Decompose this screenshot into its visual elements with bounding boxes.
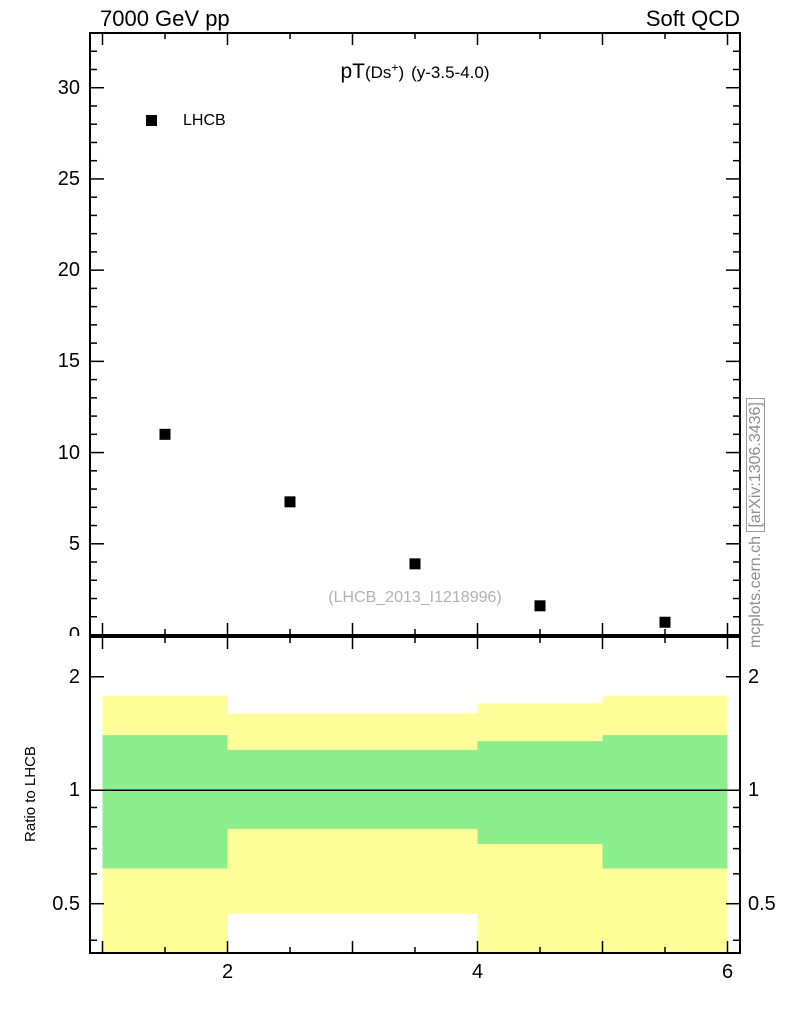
- data-point-marker: [409, 558, 421, 570]
- tick-label: 0: [68, 624, 80, 637]
- tick-label: 30: [57, 76, 80, 99]
- band-inner: [602, 735, 728, 869]
- tick-label: 4: [471, 961, 484, 983]
- data-point-marker: [659, 616, 671, 628]
- process-group-label: Soft QCD: [645, 6, 740, 31]
- tick-label: 5: [68, 532, 80, 555]
- tick-label: 2: [68, 665, 80, 688]
- particle-label-open: (Ds: [364, 63, 392, 82]
- provenance-site-text: mcplots.cern.ch: [747, 531, 764, 648]
- tick-label: 0.5: [52, 892, 80, 915]
- legend-square-marker-icon: [146, 115, 157, 126]
- provenance-arxiv-ref: [arXiv:1306.3436]: [746, 398, 765, 532]
- tick-label: 1: [68, 779, 80, 802]
- main-y-axis-labels: 0 5 10 15 20 25 30: [0, 0, 88, 636]
- ratio-y-axis-title: Ratio to LHCB: [22, 746, 39, 842]
- band-inner: [477, 741, 603, 845]
- particle-label-close: ): [398, 63, 405, 82]
- selection-label: (y-3.5-4.0): [411, 63, 490, 82]
- tick-label: 1: [748, 779, 760, 802]
- tick-label: 6: [721, 961, 734, 983]
- legend-entry-label: LHCB: [183, 112, 226, 129]
- data-point-marker: [159, 428, 171, 440]
- band-inner: [102, 735, 228, 869]
- axis-ticks: [90, 32, 740, 953]
- ratio-uncertainty-bands: [102, 695, 728, 953]
- provenance-note: mcplots.cern.ch [arXiv:1306.3436]: [746, 328, 769, 648]
- beam-energy-label: 7000 GeV pp: [100, 6, 230, 31]
- data-point-marker: [284, 496, 296, 508]
- tick-label: 25: [57, 167, 80, 190]
- plot-title: pT(Ds+) (y-3.5-4.0): [90, 60, 740, 84]
- tick-label: 2: [221, 961, 234, 983]
- particle-charge-sup: +: [391, 60, 399, 75]
- tick-label: 2: [748, 665, 760, 688]
- tick-label: 0.5: [748, 892, 776, 915]
- band-inner: [227, 749, 478, 829]
- observable-label: pT: [340, 60, 365, 83]
- tick-label: 15: [57, 350, 80, 373]
- tick-label: 20: [57, 259, 80, 282]
- data-point-marker: [534, 600, 546, 612]
- analysis-id-watermark: (LHCB_2013_I1218996): [328, 589, 502, 606]
- tick-label: 10: [57, 441, 80, 464]
